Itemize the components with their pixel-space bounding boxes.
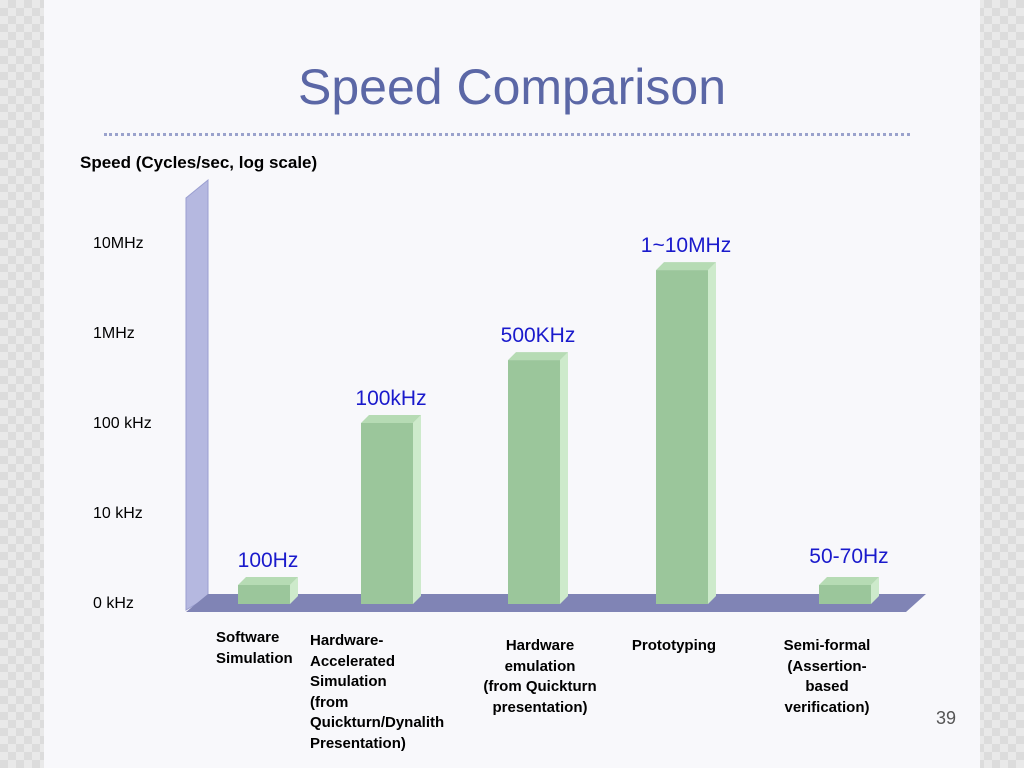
bar-value-label: 1~10MHz [640, 234, 732, 258]
category-label-line: (from [310, 693, 349, 711]
bar-value-label: 100Hz [237, 549, 299, 572]
category-label-line: Semi-formal [783, 637, 871, 654]
bar-3 [508, 352, 568, 604]
category-label-line: (from Quickturn [483, 678, 597, 695]
bar-side [871, 577, 879, 604]
x-category-label: Hardware- Accelerated Simulation (from Quick… [310, 631, 444, 754]
bar-front [508, 360, 560, 604]
slide-title: Speed Comparison [297, 59, 727, 115]
bar-top [656, 262, 716, 271]
category-label-line: Simulation [216, 649, 293, 667]
y-axis-label: Speed (Cycles/sec, log scale) [80, 153, 318, 172]
category-label-line: Accelerated [310, 652, 396, 670]
x-category-label: Prototyping [632, 636, 716, 657]
x-category-label: Hardware emulation (from Quickturn presenta… [483, 636, 596, 718]
category-label-line: verification) [784, 698, 870, 716]
bar-front [361, 423, 413, 604]
category-label-line: Simulation [310, 673, 387, 690]
bar-side [560, 352, 568, 604]
bar-5 [819, 577, 879, 604]
bar-1 [238, 577, 298, 604]
bar-value-label: 50-70Hz [809, 545, 889, 568]
category-label-line: (Assertion- [787, 657, 867, 675]
bar-top [819, 577, 879, 585]
page-number: 39 [936, 708, 957, 728]
bar-value-label: 100kHz [355, 387, 427, 410]
bar-value-label: 500KHz [500, 324, 576, 348]
bar-front [238, 585, 290, 604]
category-label-line: Hardware [505, 637, 575, 654]
category-label-line: Prototyping [631, 637, 717, 654]
bar-top [508, 352, 568, 361]
category-label-line: presentation) [492, 698, 588, 716]
y-tick-label: 0 kHz [93, 595, 134, 612]
category-label-line: based [805, 678, 849, 695]
category-label-line: Software [216, 629, 280, 646]
bar-front [656, 270, 708, 604]
bar-side [708, 262, 716, 604]
title-divider [104, 133, 910, 136]
bar-side [413, 415, 421, 604]
category-label-line: emulation [504, 657, 576, 675]
x-category-label: Software Simulation [216, 628, 293, 669]
bar-top [238, 577, 298, 585]
y-tick-label: 100 kHz [93, 415, 152, 432]
category-label-line: Quickturn/Dynalith [310, 714, 445, 731]
y-tick-label: 1MHz [93, 325, 135, 342]
y-tick-label: 10 kHz [93, 505, 143, 522]
category-label-line: Hardware- [310, 632, 384, 649]
x-category-label: Semi-formal (Assertion-based verification) [784, 636, 871, 718]
bar-front [819, 585, 871, 604]
bar-4 [656, 262, 716, 604]
y-tick-label: 10MHz [93, 235, 144, 252]
bar-2 [361, 415, 421, 604]
bar-side [290, 577, 298, 604]
bar-top [361, 415, 421, 423]
y-axis-wall [185, 178, 209, 611]
category-label-line: Presentation) [310, 734, 406, 752]
